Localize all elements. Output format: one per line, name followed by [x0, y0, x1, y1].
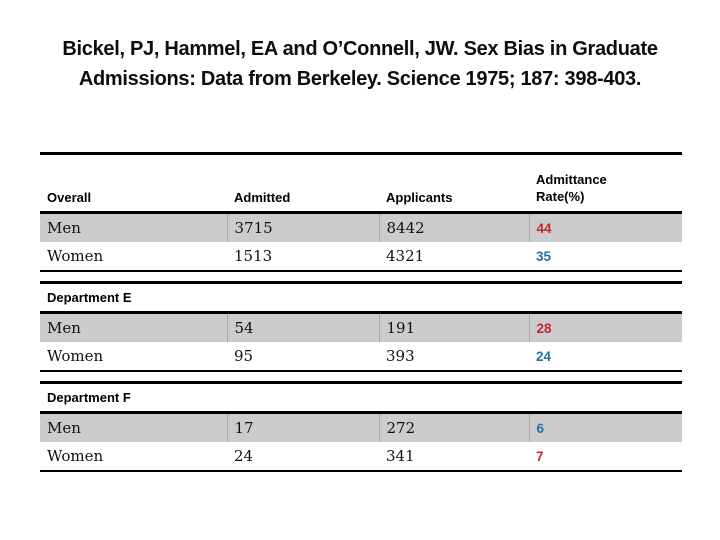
column-header-overall: Overall	[40, 153, 227, 214]
row-label: Women	[47, 347, 104, 365]
admitted-value: 1513	[234, 247, 273, 265]
admitted-value: 95	[234, 347, 254, 365]
applicants-value: 341	[386, 447, 415, 465]
admittance-rate-value: 6	[528, 412, 683, 442]
table-row-dept-e-men: Men 54 191 28	[40, 312, 683, 342]
section-label: Department E	[40, 282, 683, 314]
admittance-rate-value: 35	[536, 248, 552, 264]
department-e-header-row: Department E	[40, 282, 683, 314]
applicants-value: 191	[378, 312, 529, 342]
applicants-value: 393	[386, 347, 415, 365]
admittance-rate-value: 24	[536, 348, 552, 364]
admittance-rate-value: 28	[528, 312, 683, 342]
row-label: Women	[47, 247, 104, 265]
column-header-admittance-rate: Admittance Rate(%)	[529, 153, 682, 214]
department-f-header-row: Department F	[40, 382, 683, 414]
tables-container: Overall Admitted Applicants Admittance R…	[40, 152, 683, 472]
table-row-dept-f-women: Women 24 341 7	[40, 442, 682, 471]
table-row-overall-men: Men 3715 8442 44	[40, 212, 682, 242]
department-f-table: Department F Men 17 272 6 Women 24 341 7	[40, 381, 683, 472]
admitted-value: 3715	[226, 212, 379, 242]
row-label: Men	[40, 412, 227, 442]
section-label: Department F	[40, 382, 683, 414]
table-row-dept-e-women: Women 95 393 24	[40, 342, 682, 371]
admittance-rate-value: 7	[536, 448, 544, 464]
admitted-value: 24	[234, 447, 254, 465]
admitted-value: 17	[226, 412, 379, 442]
title-line-1: Bickel, PJ, Hammel, EA and O’Connell, JW…	[62, 38, 658, 60]
slide-title: Bickel, PJ, Hammel, EA and O’Connell, JW…	[0, 0, 720, 94]
table-row-overall-women: Women 1513 4321 35	[40, 242, 682, 271]
title-line-2: Admissions: Data from Berkeley. Science …	[78, 68, 642, 90]
admitted-value: 54	[226, 312, 379, 342]
row-label: Men	[40, 312, 227, 342]
overall-table: Overall Admitted Applicants Admittance R…	[40, 152, 682, 272]
row-label: Men	[40, 212, 227, 242]
department-e-table: Department E Men 54 191 28 Women 95 393 …	[40, 281, 683, 372]
row-label: Women	[47, 447, 104, 465]
table-row-dept-f-men: Men 17 272 6	[40, 412, 683, 442]
admittance-rate-value: 44	[528, 212, 682, 242]
column-header-applicants: Applicants	[379, 153, 529, 214]
applicants-value: 272	[378, 412, 529, 442]
applicants-value: 4321	[386, 247, 425, 265]
column-header-admitted: Admitted	[227, 153, 379, 214]
applicants-value: 8442	[378, 212, 529, 242]
overall-header-row: Overall Admitted Applicants Admittance R…	[40, 153, 682, 214]
